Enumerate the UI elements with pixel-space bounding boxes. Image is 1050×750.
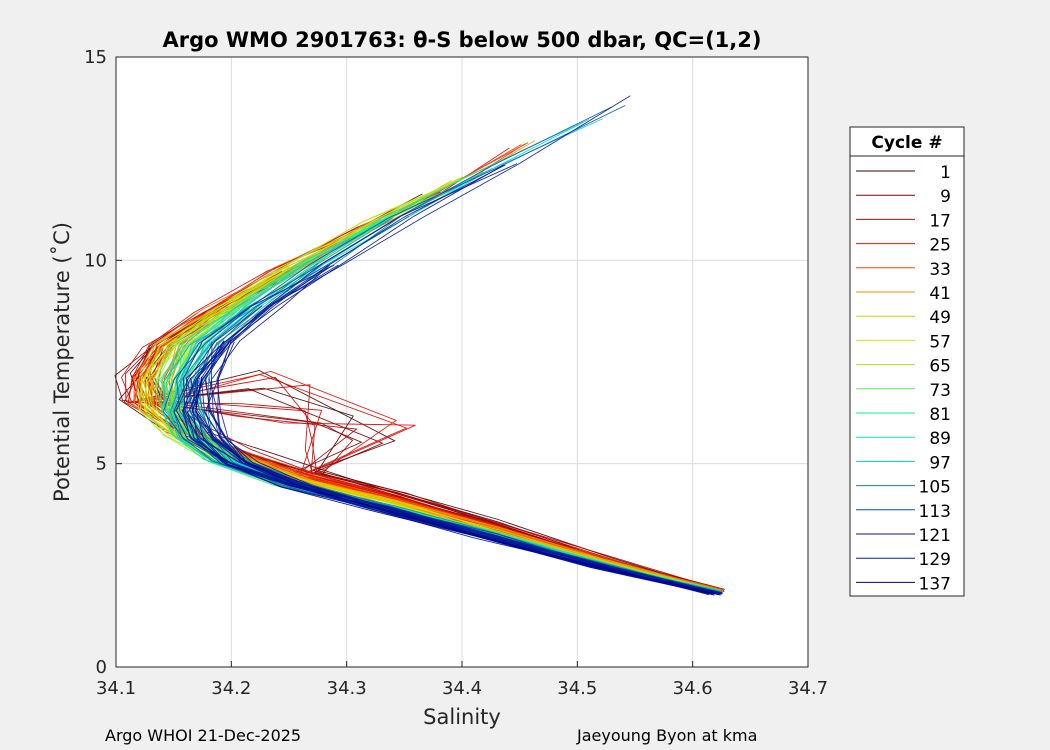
footer-left: Argo WHOI 21-Dec-2025 (105, 726, 302, 745)
x-ticks: 34.1 34.2 34.3 34.4 34.5 34.6 34.7 (96, 661, 828, 699)
legend-box (849, 126, 965, 597)
legend-entry-label: 49 (929, 308, 951, 328)
profiles (114, 95, 725, 596)
profile-line (192, 341, 711, 595)
x-tick-label: 34.6 (673, 678, 713, 699)
legend-title: Cycle # (871, 133, 942, 153)
chart-title: Argo WMO 2901763: θ-S below 500 dbar, QC… (163, 28, 762, 52)
legend-entry-label: 89 (929, 429, 951, 449)
profile-line (216, 95, 711, 595)
y-tick-label: 15 (84, 47, 107, 68)
y-tick-label: 0 (96, 657, 107, 678)
x-axis-label: Salinity (423, 705, 501, 729)
legend-entry-label: 1 (940, 163, 951, 183)
profile-line (191, 343, 722, 594)
grid (116, 57, 808, 667)
legend-items: 1 9 17 25 33 41 49 57 65 73 81 89 97 105 113 121 129 137 (856, 163, 951, 594)
legend-entry-label: 33 (929, 260, 951, 280)
profile-line (200, 264, 717, 595)
legend-entry-label: 105 (919, 478, 951, 498)
profile-line (207, 264, 723, 594)
legend-entry-label: 129 (919, 550, 951, 570)
legend-entry-label: 113 (919, 502, 951, 522)
y-tick-label: 5 (96, 454, 107, 475)
legend-entry-label: 73 (929, 381, 951, 401)
y-tick-label: 10 (84, 250, 107, 271)
legend-entry-label: 65 (929, 357, 951, 377)
legend-entry-label: 25 (929, 236, 951, 256)
profile-line (195, 376, 721, 596)
legend-entry-label: 41 (929, 284, 951, 304)
x-tick-label: 34.5 (557, 678, 597, 699)
profile-line (182, 163, 722, 595)
footer-right: Jaeyoung Byon at kma (577, 726, 758, 745)
legend-entry-label: 137 (919, 574, 951, 594)
profile-line (186, 341, 715, 596)
x-tick-label: 34.2 (211, 678, 251, 699)
x-tick-label: 34.1 (96, 678, 136, 699)
x-tick-label: 34.3 (327, 678, 367, 699)
legend-entry-label: 57 (929, 332, 951, 352)
legend-entry-label: 81 (929, 405, 951, 425)
y-axis-label: Potential Temperature (˚C) (50, 222, 74, 502)
legend-entry-label: 121 (919, 526, 951, 546)
legend-entry-label: 97 (929, 453, 951, 473)
x-tick-label: 34.4 (442, 678, 482, 699)
legend-entry-label: 9 (940, 187, 951, 207)
legend-entry-label: 17 (929, 211, 951, 231)
x-tick-label: 34.7 (788, 678, 828, 699)
legend: Cycle # 1 9 17 25 33 41 49 57 65 73 81 89 97 105 113 12… (849, 126, 965, 597)
y-ticks: 0 5 10 15 (84, 47, 122, 678)
